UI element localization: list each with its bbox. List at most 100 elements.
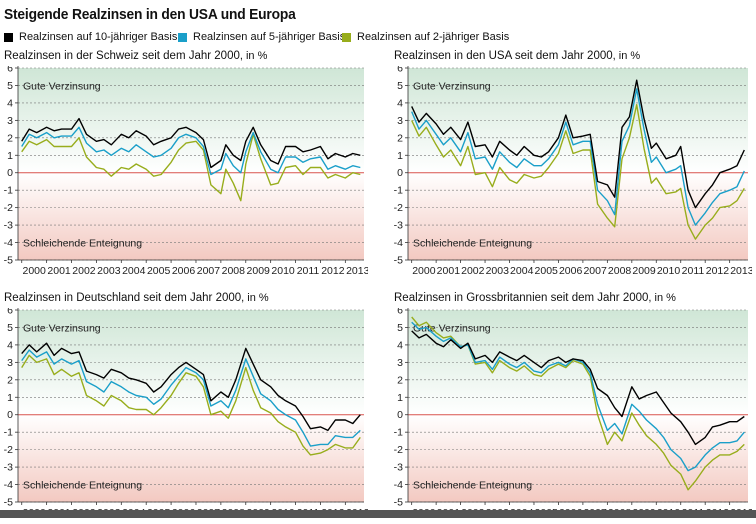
y-tick-label: -3 <box>4 462 13 474</box>
y-tick-label: 5 <box>397 80 403 92</box>
y-tick-label: 0 <box>7 409 13 421</box>
zone-label-good: Gute Verzinsung <box>23 322 101 334</box>
y-tick-label: -5 <box>4 255 13 267</box>
y-tick-label: 3 <box>7 357 13 369</box>
y-tick-label: 2 <box>7 132 13 144</box>
y-tick-label: -1 <box>4 185 13 197</box>
x-tick-label: 2011 <box>297 265 320 277</box>
y-tick-label: -4 <box>394 479 403 491</box>
x-tick-label: 2003 <box>486 265 510 277</box>
y-tick-label: -1 <box>4 427 13 439</box>
y-tick-label: -3 <box>394 462 403 474</box>
x-tick-label: 2012 <box>706 265 730 277</box>
x-tick-label: 2010 <box>657 265 681 277</box>
x-tick-label: 2013 <box>346 265 368 277</box>
y-tick-label: 4 <box>7 97 13 109</box>
panel-title-usa: Realzinsen in den USA seit dem Jahr 2000… <box>394 50 641 62</box>
zone-label-good: Gute Verzinsung <box>413 322 491 334</box>
y-tick-label: 2 <box>397 132 403 144</box>
x-tick-label: 2008 <box>222 265 246 277</box>
zone-label-good: Gute Verzinsung <box>23 80 101 92</box>
page-title: Steigende Realzinsen in den USA und Euro… <box>4 6 296 23</box>
series-line-10y <box>21 342 361 432</box>
x-tick-label: 2004 <box>122 265 146 277</box>
y-tick-label: -1 <box>394 185 403 197</box>
x-tick-label: 2007 <box>583 265 607 277</box>
x-tick-label: 2005 <box>535 265 559 277</box>
legend-label-5y: Realzinsen auf 5-jähriger Basis <box>193 31 346 43</box>
y-tick-label: -4 <box>394 237 403 249</box>
y-tick-label: 3 <box>397 357 403 369</box>
y-tick-label: -2 <box>394 202 403 214</box>
series-line-5y <box>411 88 745 226</box>
panel-deutschland: Realzinsen in Deutschland seit dem Jahr … <box>4 292 376 524</box>
x-tick-label: 2000 <box>23 265 47 277</box>
x-tick-label: 2005 <box>147 265 171 277</box>
y-tick-label: 6 <box>397 66 403 75</box>
x-tick-label: 2008 <box>608 265 632 277</box>
x-tick-label: 2009 <box>247 265 271 277</box>
legend-item-10y: Realzinsen auf 10-jähriger Basis <box>4 31 177 43</box>
y-tick-label: 4 <box>397 97 403 109</box>
y-tick-label: -3 <box>394 220 403 232</box>
legend: Realzinsen auf 10-jähriger Basis Realzin… <box>4 31 744 45</box>
y-tick-label: 6 <box>7 66 13 75</box>
y-tick-label: 5 <box>7 80 13 92</box>
y-tick-label: -5 <box>394 255 403 267</box>
legend-swatch-5y <box>178 32 187 42</box>
y-tick-label: -4 <box>4 237 13 249</box>
series-line-2y <box>411 104 745 240</box>
y-tick-label: 3 <box>7 115 13 127</box>
zone-label-bad: Schleichende Enteignung <box>413 480 532 492</box>
zone-label-bad: Schleichende Enteignung <box>23 238 142 250</box>
legend-item-2y: Realzinsen auf 2-jähriger Basis <box>342 31 509 43</box>
zone-label-good: Gute Verzinsung <box>413 80 491 92</box>
y-tick-label: 2 <box>7 374 13 386</box>
y-tick-label: 0 <box>397 409 403 421</box>
series-line-10y <box>21 117 361 169</box>
panel-usa: Realzinsen in den USA seit dem Jahr 2000… <box>394 50 756 282</box>
y-tick-label: -2 <box>394 444 403 456</box>
panel-schweiz: Realzinsen in der Schweiz seit dem Jahr … <box>4 50 376 282</box>
legend-item-5y: Realzinsen auf 5-jähriger Basis <box>178 31 345 43</box>
red-zone <box>18 172 364 260</box>
x-tick-label: 2001 <box>47 265 71 277</box>
series-line-10y <box>411 330 745 446</box>
y-tick-label: 0 <box>7 167 13 179</box>
x-tick-label: 2011 <box>682 265 705 277</box>
x-tick-label: 2004 <box>510 265 534 277</box>
series-line-5y <box>21 126 361 176</box>
series-line-10y <box>411 79 745 209</box>
series-line-2y <box>21 133 361 202</box>
y-tick-label: -3 <box>4 220 13 232</box>
y-tick-label: 1 <box>397 392 403 404</box>
zone-label-bad: Schleichende Enteignung <box>413 238 532 250</box>
chart-deutschland: 6543210-1-2-3-4-520002001200220032004200… <box>4 308 368 519</box>
red-zone <box>408 414 748 502</box>
y-tick-label: 5 <box>397 322 403 334</box>
y-tick-label: 1 <box>7 150 13 162</box>
y-tick-label: -2 <box>4 444 13 456</box>
panel-title-grossbritannien: Realzinsen in Grossbritannien seit dem J… <box>394 292 676 304</box>
y-tick-label: 4 <box>397 339 403 351</box>
legend-label-2y: Realzinsen auf 2-jähriger Basis <box>357 31 510 43</box>
x-tick-label: 2002 <box>72 265 96 277</box>
series-line-5y <box>411 321 745 472</box>
panel-grossbritannien: Realzinsen in Grossbritannien seit dem J… <box>394 292 756 524</box>
zone-label-bad: Schleichende Enteignung <box>23 480 142 492</box>
x-tick-label: 2003 <box>97 265 121 277</box>
red-zone <box>18 414 364 502</box>
y-tick-label: -2 <box>4 202 13 214</box>
panel-title-deutschland: Realzinsen in Deutschland seit dem Jahr … <box>4 292 269 304</box>
x-tick-label: 2009 <box>632 265 656 277</box>
y-tick-label: 6 <box>397 308 403 317</box>
legend-swatch-10y <box>4 32 13 42</box>
y-tick-label: 1 <box>7 392 13 404</box>
y-tick-label: 5 <box>7 322 13 334</box>
series-line-2y <box>21 354 361 456</box>
x-tick-label: 2007 <box>197 265 221 277</box>
y-tick-label: 0 <box>397 167 403 179</box>
y-tick-label: 1 <box>397 150 403 162</box>
